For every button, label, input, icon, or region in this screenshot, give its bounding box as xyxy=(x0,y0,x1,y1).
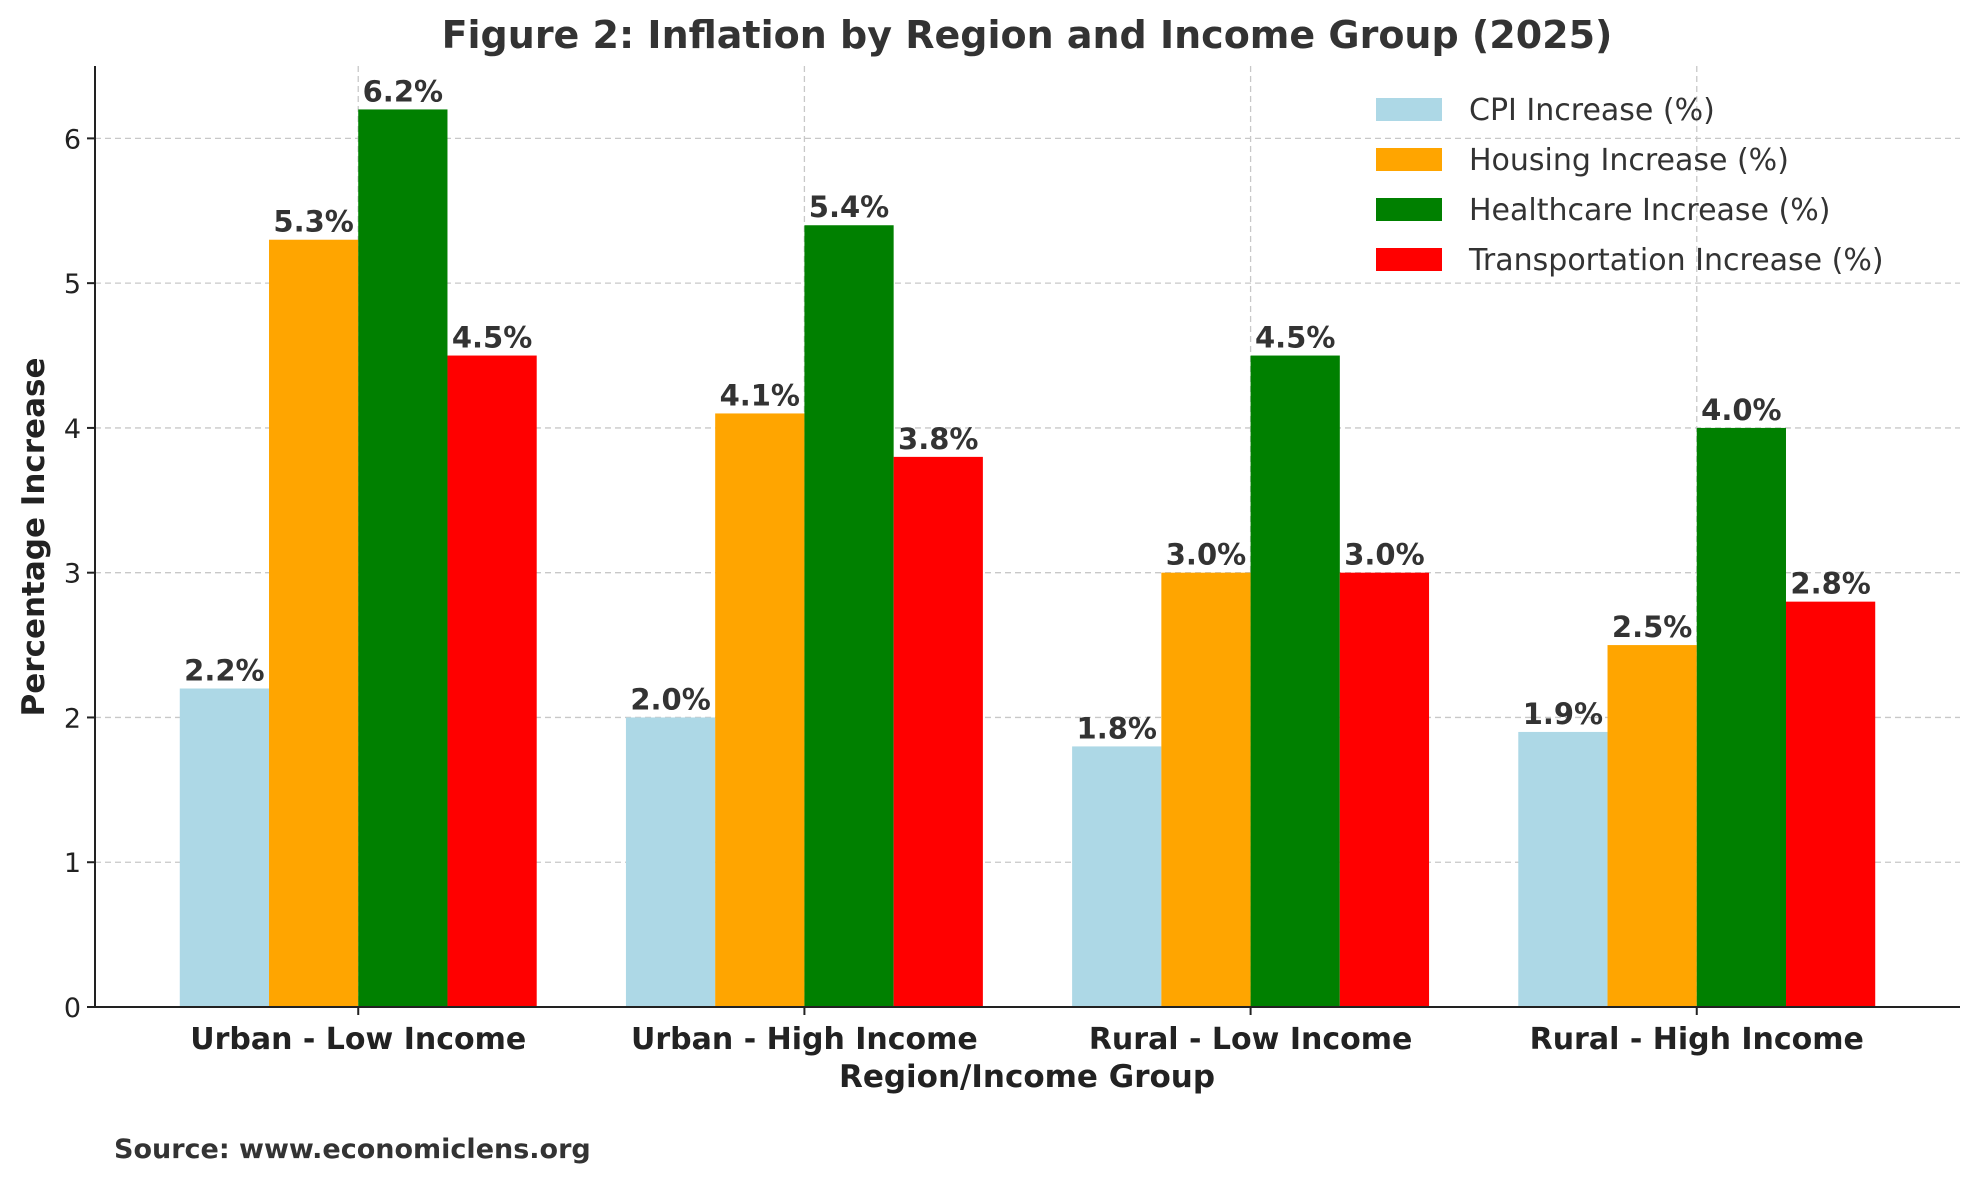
bar xyxy=(1339,572,1430,1007)
data-label: 2.2% xyxy=(184,654,264,688)
data-label: 6.2% xyxy=(363,74,443,108)
y-tick-label: 6 xyxy=(64,124,81,155)
bar xyxy=(804,225,894,1007)
legend-label: Transportation Increase (%) xyxy=(1468,243,1884,278)
data-label: 5.4% xyxy=(809,190,889,224)
data-label: 1.9% xyxy=(1523,697,1603,731)
legend-swatch xyxy=(1376,248,1442,271)
legend-swatch xyxy=(1376,198,1442,221)
data-label: 2.8% xyxy=(1790,567,1870,601)
legend-swatch xyxy=(1376,148,1442,171)
bar xyxy=(447,355,537,1007)
bar xyxy=(1250,355,1340,1007)
chart-title: Figure 2: Inflation by Region and Income… xyxy=(442,13,1613,57)
legend: CPI Increase (%) Housing Increase (%) Heal… xyxy=(1376,93,1884,278)
bar xyxy=(893,456,983,1007)
bar xyxy=(1696,427,1786,1007)
bar xyxy=(1518,731,1608,1007)
data-label: 4.5% xyxy=(1255,321,1335,355)
data-label: 3.0% xyxy=(1344,538,1424,572)
bar xyxy=(1161,572,1251,1007)
source-note: Source: www.economiclens.org xyxy=(114,1134,591,1165)
data-label: 4.0% xyxy=(1701,393,1781,427)
bar xyxy=(1785,601,1876,1007)
bar xyxy=(179,688,270,1007)
legend-label: Housing Increase (%) xyxy=(1469,143,1789,178)
data-label: 1.8% xyxy=(1077,711,1157,745)
data-label: 3.8% xyxy=(898,422,978,456)
x-axis-label: Region/Income Group xyxy=(839,1059,1215,1095)
y-tick-label: 5 xyxy=(64,269,81,300)
bar xyxy=(358,109,448,1007)
bar xyxy=(269,239,359,1007)
data-label: 2.0% xyxy=(630,682,710,716)
x-tick-label: Rural - Low Income xyxy=(1089,1022,1413,1057)
y-tick-label: 2 xyxy=(64,703,81,734)
legend-label: CPI Increase (%) xyxy=(1469,93,1715,128)
x-tick-label: Urban - High Income xyxy=(631,1022,978,1057)
legend-label: Healthcare Increase (%) xyxy=(1469,193,1830,228)
data-label: 4.5% xyxy=(452,321,532,355)
data-label: 5.3% xyxy=(273,205,353,239)
data-labels: 2.2% 2.0% 1.8% 1.9% 5.3% 4.1% 3.0% 2.5% 6.2% 5.4%… xyxy=(184,74,1871,745)
axes: 0 1 2 3 4 5 6 Urban - Low Income Urban - High In… xyxy=(64,66,1960,1057)
x-tick-label: Rural - High Income xyxy=(1530,1022,1864,1057)
bar xyxy=(1607,645,1697,1007)
bar xyxy=(1072,746,1162,1007)
bars xyxy=(179,109,1876,1007)
y-tick-label: 4 xyxy=(64,414,81,445)
data-label: 3.0% xyxy=(1166,538,1246,572)
data-label: 2.5% xyxy=(1612,610,1692,644)
y-tick-label: 3 xyxy=(64,559,81,590)
y-tick-label: 1 xyxy=(64,848,81,879)
bar xyxy=(625,717,716,1007)
legend-swatch xyxy=(1376,98,1442,121)
x-tick-label: Urban - Low Income xyxy=(190,1022,526,1057)
bar xyxy=(715,413,805,1007)
data-label: 4.1% xyxy=(720,378,800,412)
y-tick-label: 0 xyxy=(64,993,81,1024)
y-axis-label: Percentage Increase xyxy=(16,358,52,717)
